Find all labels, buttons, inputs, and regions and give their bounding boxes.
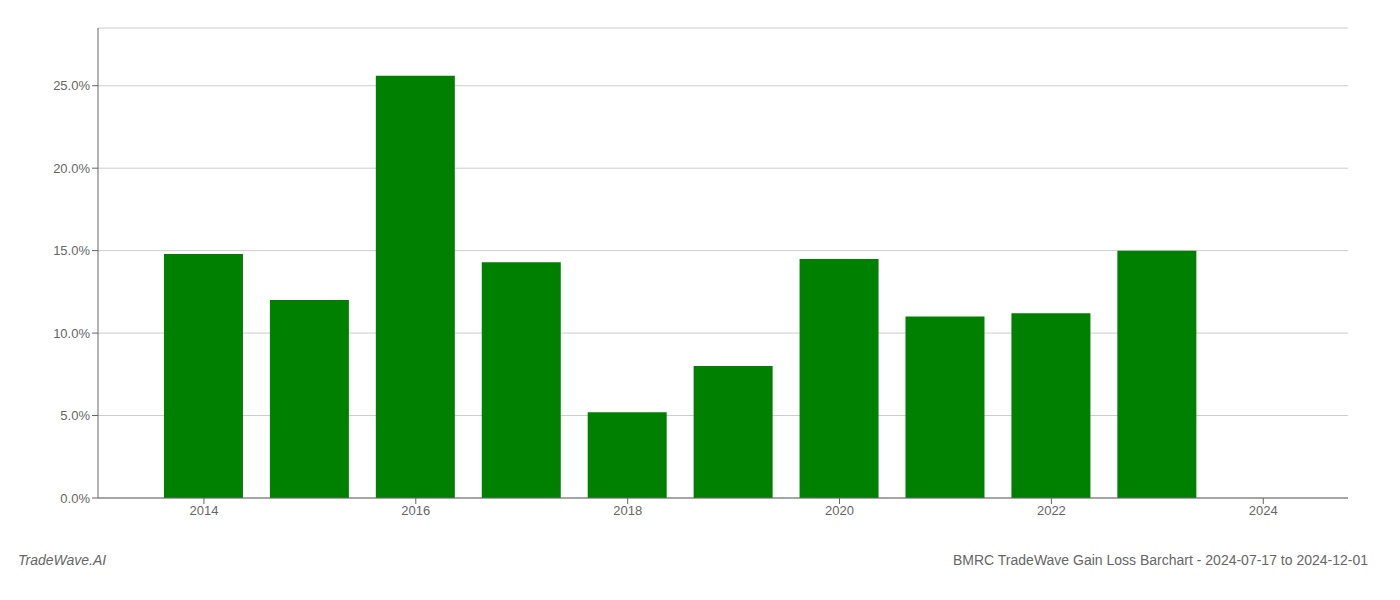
svg-text:0.0%: 0.0% [60, 491, 90, 506]
svg-text:15.0%: 15.0% [53, 243, 90, 258]
svg-text:10.0%: 10.0% [53, 326, 90, 341]
svg-text:2016: 2016 [401, 503, 430, 518]
svg-text:2020: 2020 [825, 503, 854, 518]
html-text:BMRC TradeWave Gain Loss Barch: BMRC TradeWave Gain Loss Barchart - 2024… [953, 552, 1368, 568]
html-text:TradeWave.AI: TradeWave.AI [18, 552, 107, 568]
svg-text:2022: 2022 [1037, 503, 1066, 518]
svg-text:2024: 2024 [1249, 503, 1278, 518]
svg-text:5.0%: 5.0% [60, 408, 90, 423]
svg-text:2014: 2014 [189, 503, 218, 518]
svg-text:20.0%: 20.0% [53, 161, 90, 176]
svg-text:2018: 2018 [613, 503, 642, 518]
svg-text:25.0%: 25.0% [53, 78, 90, 93]
